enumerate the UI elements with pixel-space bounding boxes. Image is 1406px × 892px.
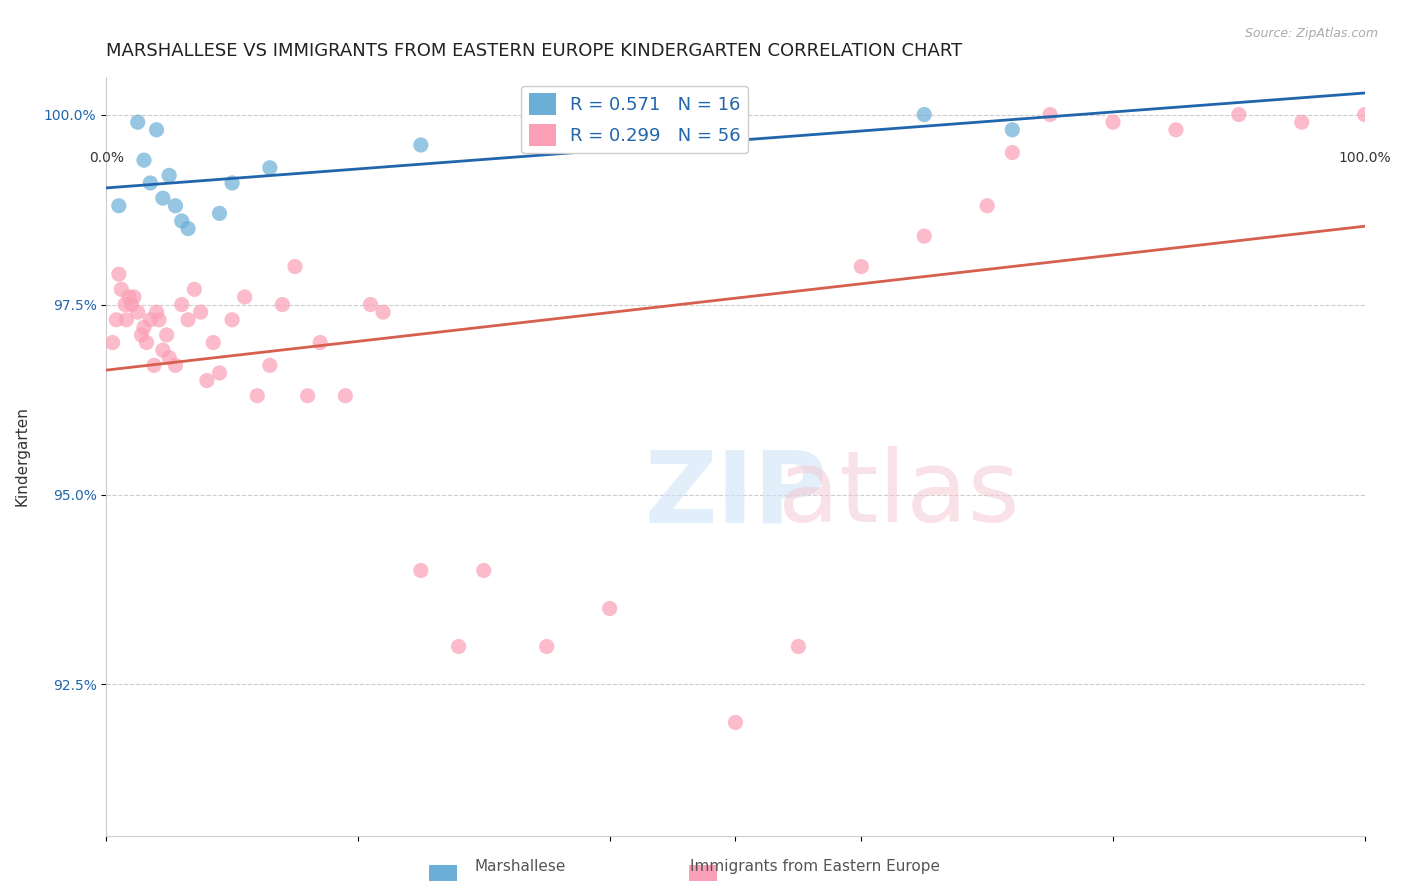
Point bbox=[143, 359, 166, 373]
Point bbox=[118, 290, 141, 304]
Point bbox=[139, 312, 162, 326]
Point bbox=[851, 260, 873, 274]
Point bbox=[284, 260, 307, 274]
Point bbox=[1164, 122, 1187, 136]
Point bbox=[132, 153, 155, 168]
Point bbox=[131, 328, 153, 343]
Point bbox=[1039, 107, 1062, 121]
Point bbox=[110, 282, 132, 296]
Point bbox=[976, 199, 998, 213]
Text: Marshallese: Marshallese bbox=[475, 859, 565, 874]
Point bbox=[724, 715, 747, 730]
Point bbox=[156, 328, 179, 343]
Point bbox=[101, 335, 124, 350]
Point bbox=[221, 176, 243, 190]
Point bbox=[132, 320, 155, 334]
Point bbox=[183, 282, 205, 296]
Point bbox=[157, 351, 180, 365]
Point bbox=[177, 312, 200, 326]
Point bbox=[371, 305, 394, 319]
Point bbox=[122, 290, 145, 304]
Point bbox=[148, 312, 170, 326]
Point bbox=[409, 564, 432, 578]
Text: Source: ZipAtlas.com: Source: ZipAtlas.com bbox=[1244, 27, 1378, 40]
Point bbox=[152, 191, 174, 205]
Point bbox=[447, 640, 470, 654]
Point bbox=[190, 305, 212, 319]
Point bbox=[912, 229, 935, 244]
Point bbox=[208, 366, 231, 380]
Point bbox=[335, 389, 357, 403]
Point bbox=[1354, 107, 1376, 121]
Point bbox=[114, 297, 136, 311]
Legend: R = 0.571   N = 16, R = 0.299   N = 56: R = 0.571 N = 16, R = 0.299 N = 56 bbox=[522, 86, 748, 153]
Point bbox=[139, 176, 162, 190]
Point bbox=[177, 221, 200, 235]
Title: MARSHALLESE VS IMMIGRANTS FROM EASTERN EUROPE KINDERGARTEN CORRELATION CHART: MARSHALLESE VS IMMIGRANTS FROM EASTERN E… bbox=[107, 42, 963, 60]
Point bbox=[246, 389, 269, 403]
Point bbox=[409, 138, 432, 153]
Point bbox=[1001, 122, 1024, 136]
Point bbox=[1102, 115, 1125, 129]
Point bbox=[221, 312, 243, 326]
Point bbox=[233, 290, 256, 304]
Point bbox=[170, 214, 193, 228]
Point bbox=[472, 564, 495, 578]
Text: atlas: atlas bbox=[779, 446, 1019, 543]
Text: 100.0%: 100.0% bbox=[1339, 151, 1391, 165]
Point bbox=[360, 297, 382, 311]
Point bbox=[127, 115, 149, 129]
Point bbox=[165, 359, 187, 373]
Point bbox=[165, 199, 187, 213]
Point bbox=[271, 297, 294, 311]
Point bbox=[1001, 145, 1024, 160]
Y-axis label: Kindergarten: Kindergarten bbox=[15, 407, 30, 507]
Point bbox=[259, 161, 281, 175]
Point bbox=[105, 312, 128, 326]
Point bbox=[145, 122, 167, 136]
Point bbox=[108, 199, 131, 213]
Point bbox=[135, 335, 157, 350]
Text: Immigrants from Eastern Europe: Immigrants from Eastern Europe bbox=[690, 859, 941, 874]
Point bbox=[108, 267, 131, 281]
Text: 0.0%: 0.0% bbox=[89, 151, 124, 165]
Text: ZIP: ZIP bbox=[644, 446, 827, 543]
Point bbox=[259, 359, 281, 373]
Point bbox=[787, 640, 810, 654]
Point bbox=[599, 601, 621, 615]
Point bbox=[157, 169, 180, 183]
Point bbox=[912, 107, 935, 121]
Point bbox=[1291, 115, 1313, 129]
Point bbox=[208, 206, 231, 220]
Point bbox=[297, 389, 319, 403]
Point bbox=[536, 640, 558, 654]
Point bbox=[202, 335, 225, 350]
Point bbox=[152, 343, 174, 358]
Point bbox=[1227, 107, 1250, 121]
Point bbox=[309, 335, 332, 350]
Point bbox=[120, 297, 142, 311]
Point bbox=[115, 312, 138, 326]
Point bbox=[127, 305, 149, 319]
Point bbox=[170, 297, 193, 311]
Point bbox=[195, 374, 218, 388]
Point bbox=[145, 305, 167, 319]
